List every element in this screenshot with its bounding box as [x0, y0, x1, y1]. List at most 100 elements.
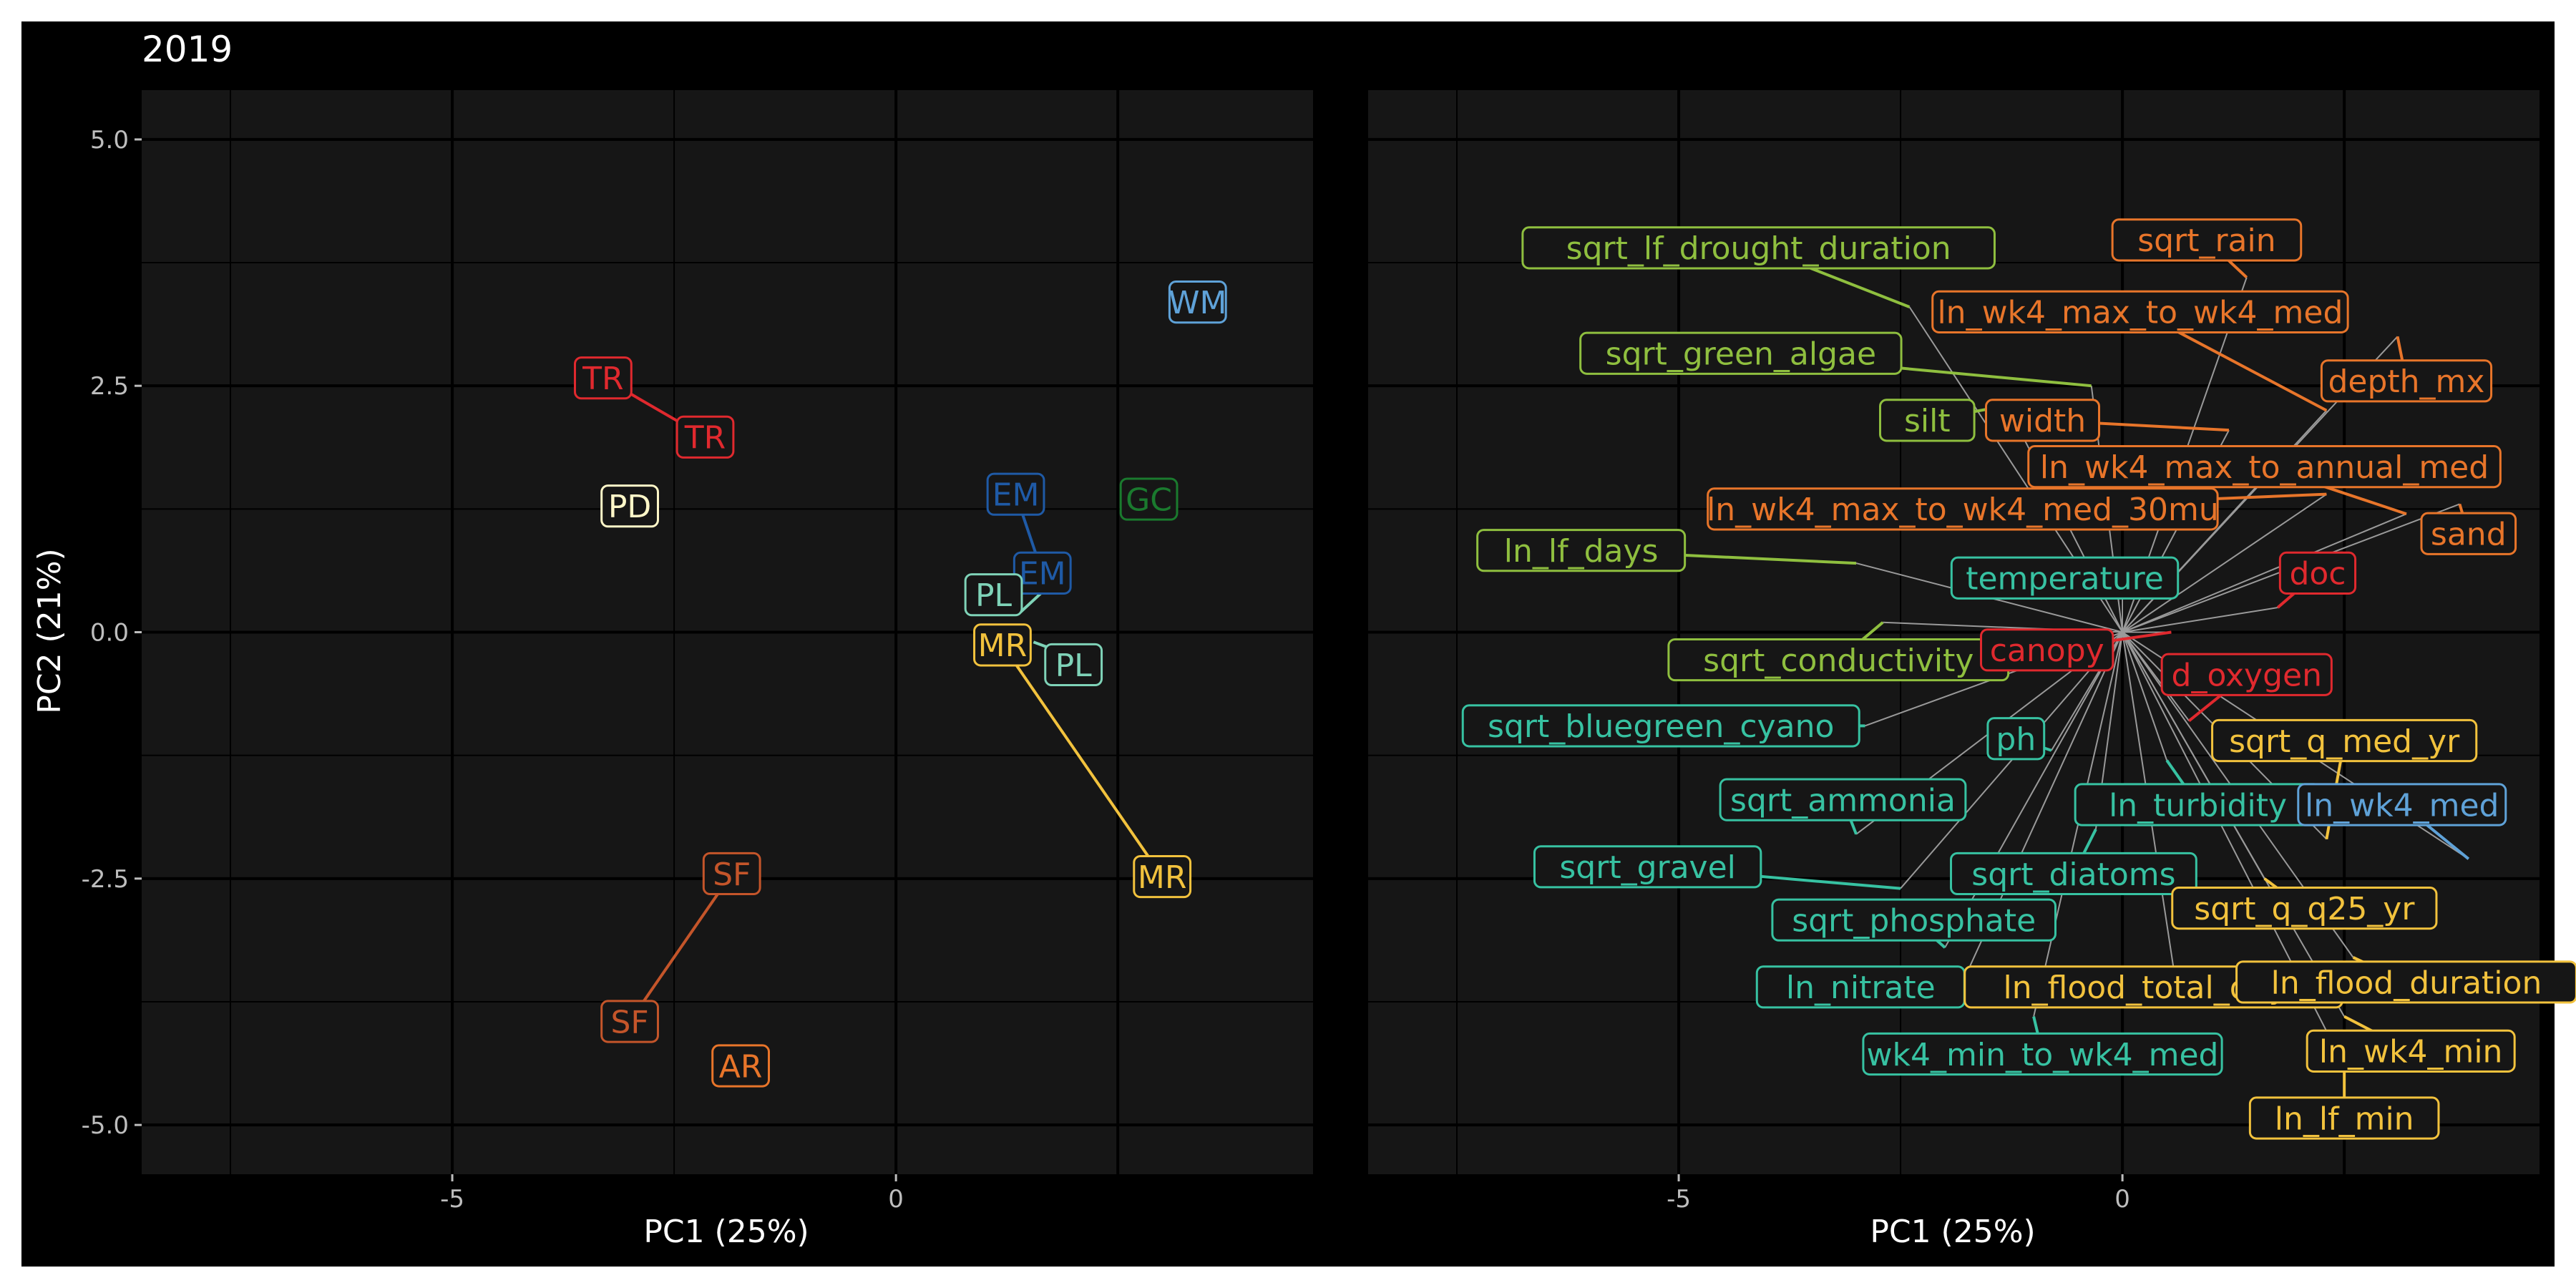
label-box — [675, 415, 735, 459]
loading-arrow — [2122, 607, 2278, 633]
point-label-text: ln_wk4_min — [2319, 1034, 2503, 1070]
point-label-text: EM — [992, 477, 1040, 514]
label-box — [2306, 1029, 2516, 1073]
variable-label-ln-wk4-min: ln_wk4_min — [2306, 1029, 2516, 1073]
label-box — [2278, 551, 2357, 595]
label-box — [600, 484, 659, 528]
x-axis-title-left: PC1 (25%) — [643, 1214, 809, 1250]
variable-label-ln-lf-days: ln_lf_days — [1476, 529, 1687, 572]
point-label-text: sqrt_gravel — [1559, 849, 1736, 886]
point-label-text: AR — [719, 1048, 763, 1085]
variable-label-ln-wk4-max-to-wk4-med-30mu: ln_wk4_max_to_wk4_med_30mu — [1707, 487, 2219, 531]
label-box — [1931, 290, 2349, 333]
point-label-text: ln_lf_min — [2275, 1101, 2414, 1137]
label-box — [1986, 717, 2046, 761]
label-box — [2235, 960, 2576, 1004]
point-label-text: sqrt_bluegreen_cyano — [1488, 708, 1834, 745]
site-connector — [1001, 644, 1163, 878]
variable-label-ln-wk4-med: ln_wk4_med — [2297, 783, 2507, 826]
label-box — [1707, 487, 2219, 531]
y-tick-label: 5.0 — [90, 126, 129, 155]
point-label-text: d_oxygen — [2172, 658, 2322, 694]
site-point-pl: PL — [964, 573, 1023, 617]
point-label-text: sqrt_lf_drought_duration — [1566, 230, 1951, 267]
point-label-text: canopy — [1990, 633, 2104, 669]
point-label-text: ln_nitrate — [1786, 970, 1936, 1006]
variable-label-sqrt-lf-drought-duration: sqrt_lf_drought_duration — [1521, 226, 1996, 270]
point-label-text: ln_lf_days — [1504, 533, 1659, 570]
point-label-text: MR — [978, 628, 1028, 664]
figure-title: 2019 — [142, 29, 233, 70]
point-label-text: PL — [1055, 648, 1093, 684]
label-box — [1950, 556, 2180, 600]
y-axis-title: PC2 (21%) — [31, 548, 68, 713]
x-tick-label: -5 — [1667, 1185, 1691, 1214]
label-box — [1521, 226, 1996, 270]
label-box — [1719, 778, 1967, 821]
site-point-tr: TR — [573, 356, 633, 400]
variable-label-sand: sand — [2420, 512, 2517, 555]
label-box — [1878, 399, 1976, 442]
site-point-em: EM — [986, 472, 1045, 516]
point-label-text: SF — [713, 857, 751, 893]
label-box — [2160, 653, 2333, 696]
point-label-text: EM — [1019, 556, 1066, 592]
right-panel: -5 0 sqrt_lf_drought_duration sqrt_green_al… — [1368, 90, 2576, 1214]
label-box — [1168, 280, 1227, 324]
variable-label-depth-mx: depth_mx — [2320, 359, 2493, 403]
x-tick-label: 0 — [2114, 1185, 2130, 1214]
variable-label-silt: silt — [1878, 399, 1976, 442]
variable-label-temperature: temperature — [1950, 556, 2180, 600]
label-box — [1013, 551, 1072, 595]
site-point-em: EM — [1013, 551, 1072, 595]
site-point-wm: WM — [1168, 280, 1227, 324]
x-tick-label: -5 — [440, 1185, 464, 1214]
label-box — [2171, 887, 2438, 930]
label-box — [2248, 1096, 2440, 1140]
label-box — [986, 472, 1045, 516]
point-label-text: sqrt_q_q25_yr — [2194, 891, 2415, 927]
point-label-text: ln_wk4_max_to_wk4_med — [1937, 295, 2343, 331]
label-box — [1044, 643, 1103, 687]
point-label-text: SF — [610, 1004, 648, 1040]
site-connector — [628, 872, 733, 1023]
site-point-ar: AR — [711, 1044, 771, 1088]
site-point-mr: MR — [973, 623, 1032, 667]
point-label-text: GC — [1126, 482, 1172, 518]
variable-label-sqrt-ammonia: sqrt_ammonia — [1719, 778, 1967, 821]
label-box — [1579, 331, 1903, 375]
variable-label-sqrt-bluegreen-cyano: sqrt_bluegreen_cyano — [1461, 704, 1860, 748]
variable-label-doc: doc — [2278, 551, 2357, 595]
y-tick-label: -2.5 — [82, 865, 129, 894]
site-point-mr: MR — [1133, 854, 1192, 899]
label-box — [1476, 529, 1687, 572]
variable-label-ln-turbidity: ln_turbidity — [2074, 783, 2322, 826]
label-box — [702, 852, 761, 896]
point-label-text: sqrt_ammonia — [1730, 782, 1956, 819]
point-label-text: doc — [2289, 556, 2346, 592]
x-tick-label: 0 — [888, 1185, 904, 1214]
label-box — [1533, 845, 1762, 889]
point-label-text: ln_turbidity — [2109, 787, 2287, 824]
site-point-pl: PL — [1044, 643, 1103, 687]
y-tick-label: -5.0 — [82, 1111, 129, 1140]
label-box — [1133, 854, 1192, 899]
variable-label-sqrt-conductivity: sqrt_conductivity — [1667, 638, 2010, 682]
label-box — [2211, 718, 2478, 763]
variable-label-wk4-min-to-wk4-med: wk4_min_to_wk4_med — [1862, 1032, 2223, 1076]
label-box — [600, 1000, 659, 1043]
label-box — [1862, 1032, 2223, 1076]
y-tick-label: 0.0 — [90, 619, 129, 648]
label-box — [2320, 359, 2493, 403]
variable-label-sqrt-green-algae: sqrt_green_algae — [1579, 331, 1903, 375]
label-box — [973, 623, 1032, 667]
point-label-text: ln_wk4_max_to_wk4_med_30mu — [1707, 492, 2219, 528]
point-label-text: ln_wk4_med — [2305, 787, 2499, 824]
point-label-text: ln_flood_duration — [2271, 965, 2542, 1001]
point-label-text: TR — [684, 420, 726, 457]
loading-arrow — [1900, 631, 2123, 889]
loading-arrow — [2122, 513, 2407, 633]
site-point-gc: GC — [1119, 477, 1179, 521]
